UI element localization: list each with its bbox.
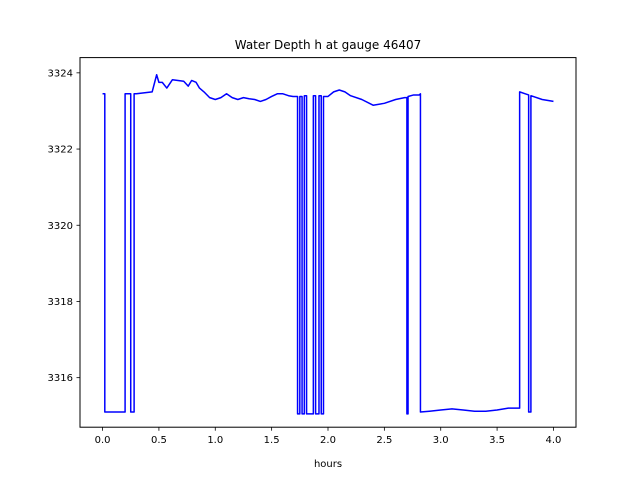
- chart-title: Water Depth h at gauge 46407: [235, 38, 422, 52]
- x-tick-label: 2.0: [320, 435, 336, 446]
- plot-area: [102, 74, 554, 415]
- x-axis-label: hours: [314, 459, 342, 470]
- y-axis: 3316 3318 3320 3322 3324: [48, 68, 80, 384]
- x-tick-label: 3.5: [489, 435, 505, 446]
- x-tick-label: 0.5: [151, 435, 167, 446]
- x-axis: 0.0 0.5 1.0 1.5 2.0 2.5 3.0 3.5 4.0: [95, 427, 562, 446]
- x-tick-label: 1.0: [207, 435, 223, 446]
- x-tick-label: 3.0: [433, 435, 449, 446]
- y-tick-label: 3322: [48, 145, 73, 156]
- y-tick-label: 3316: [48, 373, 73, 384]
- y-tick-label: 3318: [48, 297, 73, 308]
- x-tick-label: 4.0: [546, 435, 562, 446]
- x-tick-label: 1.5: [264, 435, 280, 446]
- y-tick-label: 3320: [48, 221, 73, 232]
- plot-frame: [79, 57, 577, 428]
- series-line: [102, 74, 554, 415]
- y-tick-label: 3324: [48, 68, 73, 79]
- x-tick-label: 2.5: [376, 435, 392, 446]
- x-tick-label: 0.0: [95, 435, 111, 446]
